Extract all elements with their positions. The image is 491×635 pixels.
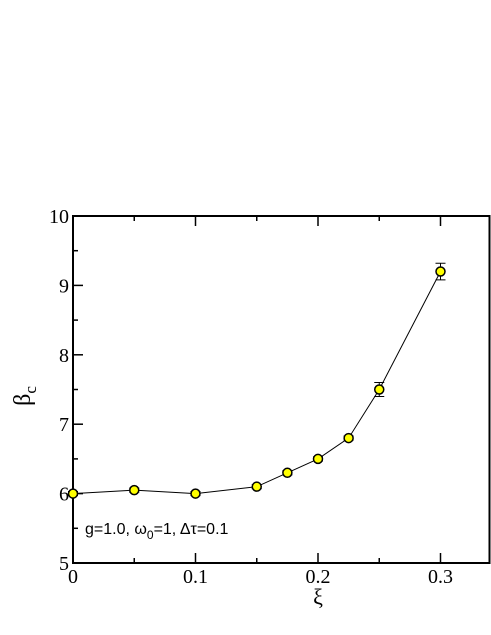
data-point	[435, 266, 446, 277]
y-tick-label: 5	[59, 553, 69, 575]
x-axis-label: ξ	[313, 584, 323, 609]
y-axis-label: βc	[10, 386, 40, 406]
y-label-main: β	[10, 394, 36, 406]
y-label-sub: c	[21, 386, 40, 394]
data-point	[374, 384, 385, 395]
x-tick-label: 0.2	[306, 566, 331, 588]
y-tick-label: 6	[59, 484, 69, 506]
y-tick-label: 7	[59, 414, 69, 436]
series-line	[72, 271, 441, 495]
y-tick-label: 10	[49, 206, 69, 228]
annotation-part: g=1.0, ω	[85, 521, 147, 538]
annotation-part: =1, Δτ=0.1	[154, 521, 229, 538]
x-tick-label: 0.3	[428, 566, 453, 588]
y-tick-label: 9	[59, 275, 69, 297]
data-point	[282, 467, 293, 479]
x-tick-label: 0.1	[183, 566, 208, 588]
data-point	[312, 453, 324, 465]
x-tick-label: 0	[68, 566, 78, 588]
plot-frame	[72, 215, 491, 564]
annotation-sub: 0	[147, 528, 154, 542]
y-tick-label: 8	[59, 345, 69, 367]
data-point	[67, 488, 79, 499]
annotation: g=1.0, ω0=1, Δτ=0.1	[85, 521, 229, 542]
data-point	[251, 481, 262, 492]
data-point	[190, 488, 201, 499]
data-point	[343, 432, 354, 444]
data-point	[129, 484, 140, 496]
